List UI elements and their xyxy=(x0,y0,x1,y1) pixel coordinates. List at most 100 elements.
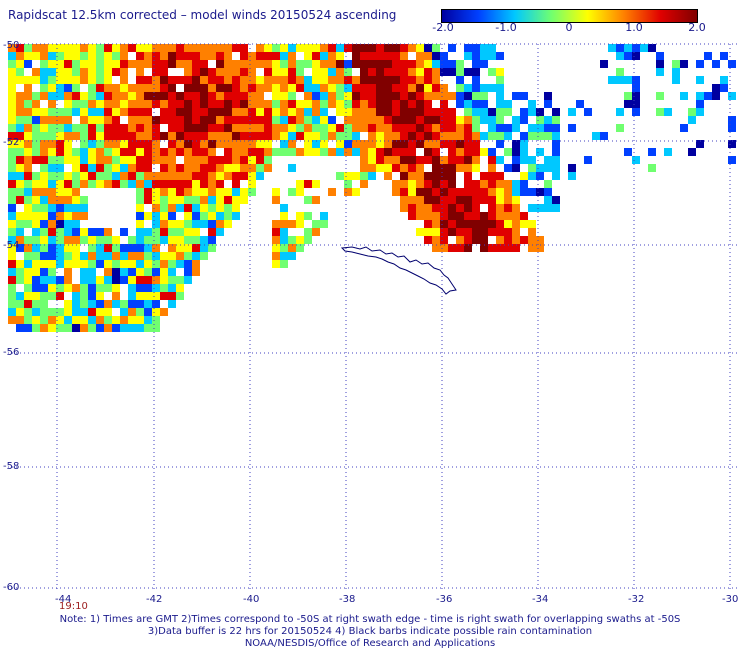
wind-diff-cell xyxy=(520,92,528,100)
wind-diff-cell xyxy=(272,188,280,196)
wind-diff-cell xyxy=(392,180,400,188)
wind-diff-cell xyxy=(184,132,192,140)
wind-diff-cell xyxy=(256,92,264,100)
wind-diff-cell xyxy=(208,172,216,180)
wind-diff-cell xyxy=(88,84,96,92)
wind-diff-cell xyxy=(304,52,312,60)
wind-diff-cell xyxy=(472,156,480,164)
wind-diff-cell xyxy=(152,212,160,220)
wind-diff-cell xyxy=(432,92,440,100)
wind-diff-cell xyxy=(192,68,200,76)
wind-diff-cell xyxy=(432,188,440,196)
wind-diff-cell xyxy=(112,252,120,260)
wind-diff-cell xyxy=(240,68,248,76)
wind-diff-cell xyxy=(56,276,64,284)
wind-diff-cell xyxy=(400,92,408,100)
wind-diff-cell xyxy=(160,172,168,180)
wind-diff-cell xyxy=(520,116,528,124)
wind-diff-cell xyxy=(96,164,104,172)
wind-diff-cell xyxy=(8,124,16,132)
wind-diff-cell xyxy=(248,84,256,92)
wind-diff-cell xyxy=(160,132,168,140)
wind-diff-cell xyxy=(432,124,440,132)
wind-diff-cell xyxy=(288,124,296,132)
wind-diff-cell xyxy=(328,100,336,108)
wind-diff-cell xyxy=(256,140,264,148)
wind-diff-cell xyxy=(64,84,72,92)
wind-diff-cell xyxy=(464,244,472,252)
wind-diff-cell xyxy=(56,164,64,172)
wind-diff-cell xyxy=(448,180,456,188)
wind-diff-cell xyxy=(56,60,64,68)
wind-diff-cell xyxy=(168,156,176,164)
wind-diff-cell xyxy=(424,220,432,228)
wind-diff-cell xyxy=(104,116,112,124)
wind-diff-cell xyxy=(184,84,192,92)
wind-diff-cell xyxy=(328,44,336,52)
wind-diff-cell xyxy=(456,220,464,228)
wind-diff-cell xyxy=(616,108,624,116)
wind-diff-cell xyxy=(320,60,328,68)
wind-diff-cell xyxy=(192,44,200,52)
wind-diff-cell xyxy=(40,284,48,292)
wind-diff-cell xyxy=(176,228,184,236)
wind-diff-cell xyxy=(272,68,280,76)
wind-diff-cell xyxy=(24,164,32,172)
wind-diff-cell xyxy=(408,196,416,204)
wind-diff-cell xyxy=(104,276,112,284)
wind-diff-cell xyxy=(440,196,448,204)
wind-diff-cell xyxy=(496,68,504,76)
wind-diff-cell xyxy=(296,124,304,132)
wind-diff-cell xyxy=(168,44,176,52)
wind-diff-cell xyxy=(104,124,112,132)
wind-diff-cell xyxy=(424,124,432,132)
wind-diff-cell xyxy=(352,116,360,124)
wind-diff-cell xyxy=(184,260,192,268)
wind-diff-cell xyxy=(136,236,144,244)
wind-diff-cell xyxy=(384,92,392,100)
wind-diff-cell xyxy=(192,236,200,244)
wind-diff-cell xyxy=(408,92,416,100)
wind-diff-cell xyxy=(216,116,224,124)
lon-label-30: -30 xyxy=(722,594,738,605)
wind-diff-cell xyxy=(400,60,408,68)
wind-diff-cell xyxy=(536,188,544,196)
wind-diff-cell xyxy=(136,196,144,204)
wind-diff-cell xyxy=(8,108,16,116)
wind-diff-cell xyxy=(192,180,200,188)
wind-diff-cell xyxy=(472,180,480,188)
wind-diff-cell xyxy=(448,148,456,156)
wind-diff-cell xyxy=(472,164,480,172)
wind-diff-cell xyxy=(136,276,144,284)
wind-diff-cell xyxy=(280,76,288,84)
wind-diff-cell xyxy=(136,148,144,156)
wind-diff-cell xyxy=(352,100,360,108)
wind-diff-cell xyxy=(512,236,520,244)
wind-diff-cell xyxy=(312,100,320,108)
wind-diff-cell xyxy=(32,236,40,244)
wind-diff-cell xyxy=(344,148,352,156)
wind-diff-cell xyxy=(448,108,456,116)
wind-diff-cell xyxy=(8,276,16,284)
wind-diff-cell xyxy=(48,236,56,244)
wind-diff-cell xyxy=(64,76,72,84)
wind-diff-cell xyxy=(344,180,352,188)
wind-diff-cell xyxy=(192,188,200,196)
wind-diff-cell xyxy=(120,108,128,116)
wind-diff-cell xyxy=(344,116,352,124)
wind-diff-cell xyxy=(144,148,152,156)
wind-diff-cell xyxy=(32,68,40,76)
wind-diff-cell xyxy=(368,148,376,156)
wind-diff-cell xyxy=(120,132,128,140)
wind-diff-cell xyxy=(416,76,424,84)
wind-diff-cell xyxy=(176,188,184,196)
wind-diff-cell xyxy=(104,180,112,188)
wind-diff-cell xyxy=(64,132,72,140)
wind-diff-cell xyxy=(248,164,256,172)
wind-diff-cell xyxy=(8,180,16,188)
wind-diff-cell xyxy=(96,140,104,148)
wind-diff-cell xyxy=(232,84,240,92)
wind-diff-cell xyxy=(232,108,240,116)
wind-diff-cell xyxy=(32,76,40,84)
wind-diff-cell xyxy=(472,124,480,132)
